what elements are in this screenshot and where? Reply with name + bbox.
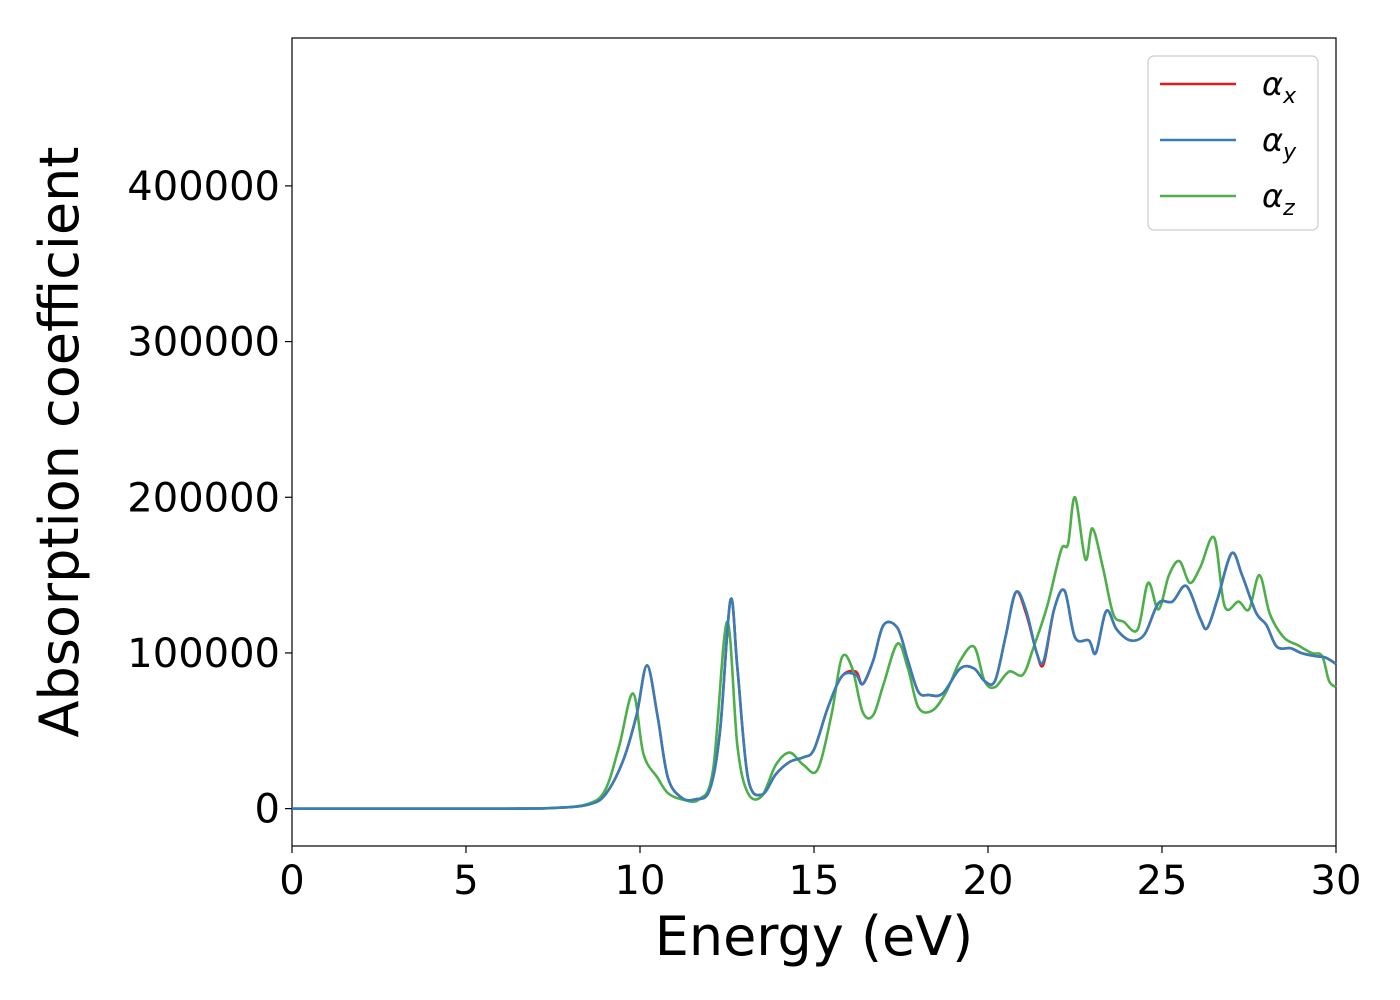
y-tick-label: 100000 — [127, 631, 280, 677]
y-tick-label: 300000 — [127, 320, 280, 366]
legend: αx αy αz — [1147, 55, 1319, 231]
y-ticks: 0 100000 200000 300000 400000 — [127, 164, 292, 833]
x-tick-label: 30 — [1311, 858, 1362, 904]
x-tick-label: 0 — [279, 858, 304, 904]
x-ticks: 0 5 10 15 20 25 30 — [279, 846, 1361, 904]
legend-label-y: αy — [1262, 121, 1297, 165]
x-tick-label: 20 — [963, 858, 1014, 904]
y-tick-label: 0 — [255, 787, 280, 833]
x-tick-label: 25 — [1137, 858, 1188, 904]
series-line-y — [291, 551, 1337, 810]
x-tick-label: 10 — [615, 858, 666, 904]
series-line-z — [291, 495, 1337, 810]
legend-label-x: αx — [1262, 65, 1297, 109]
series-layer — [291, 495, 1337, 810]
y-tick-label: 200000 — [127, 475, 280, 521]
legend-label-z: αz — [1262, 177, 1295, 221]
legend-box — [1147, 55, 1319, 231]
x-tick-label: 5 — [453, 858, 478, 904]
y-axis-label: Absorption coefficient — [28, 147, 91, 738]
x-axis-label: Energy (eV) — [655, 905, 974, 968]
x-tick-label: 15 — [789, 858, 840, 904]
y-tick-label: 400000 — [127, 164, 280, 210]
